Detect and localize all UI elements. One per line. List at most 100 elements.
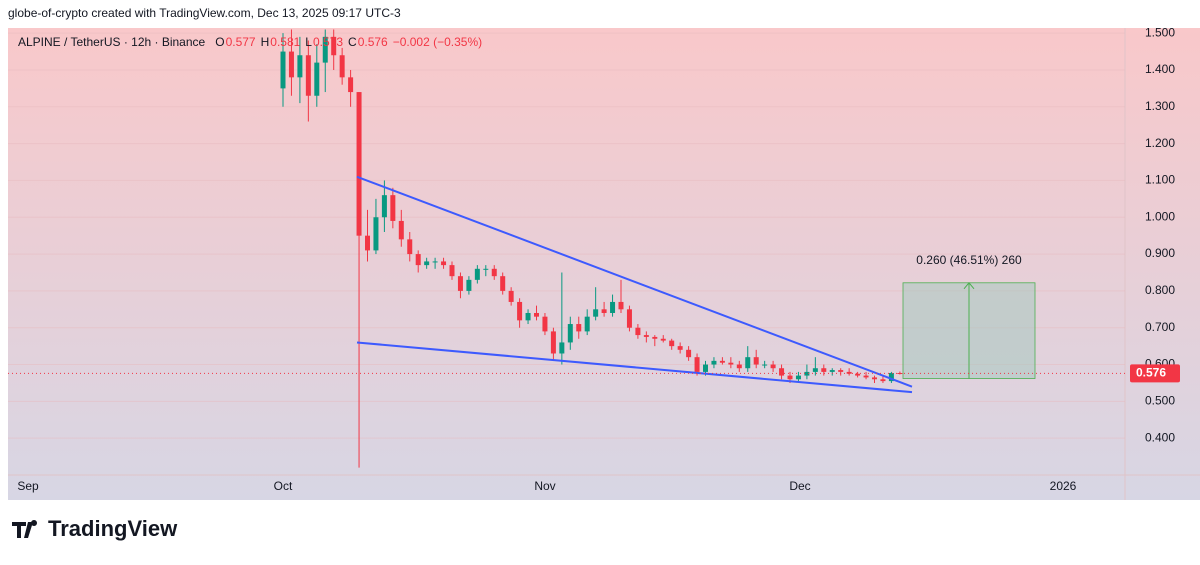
candle-body: [305, 55, 311, 96]
last-price-tag: [1130, 364, 1180, 383]
candle-body: [348, 77, 354, 93]
grid: 1.500 1.400 1.300 1.200 1.100 1.000 0.900 0.800…: [8, 25, 1175, 493]
candle-body: [584, 316, 590, 332]
candle-body: [483, 268, 489, 270]
candle-body: [694, 357, 700, 372]
measure-label: 0.260 (46.51%) 260: [916, 253, 1022, 267]
candle-body: [626, 309, 632, 328]
candle-body: [880, 379, 886, 382]
candle-body: [728, 362, 734, 365]
candle-body: [669, 340, 675, 347]
candle-body: [373, 217, 379, 251]
candle-body: [432, 261, 438, 263]
legend-value: 0.573: [313, 35, 343, 49]
candle-body: [593, 309, 599, 317]
candle-body: [441, 261, 447, 266]
legend-key: H: [261, 35, 270, 49]
candle-body: [762, 364, 768, 366]
candle-body: [331, 36, 337, 56]
trendline: [356, 175, 913, 388]
y-tick-label: 0.900: [1145, 246, 1175, 260]
y-tick-label: 0.700: [1145, 320, 1175, 334]
measure-arrow-head: [963, 282, 975, 290]
y-tick-label: 1.400: [1145, 62, 1175, 76]
candle-body: [711, 360, 717, 365]
plot: 0.260 (46.51%) 260 0.576: [8, 29, 1180, 468]
candle-body: [491, 268, 497, 277]
trendline: [356, 341, 913, 394]
candle-body: [365, 235, 370, 251]
candle-body: [500, 276, 506, 291]
brand: TradingView: [48, 516, 178, 541]
candle-body: [576, 324, 582, 332]
legend: ALPINE / TetherUS · 12h · Binance O 0.577 H…: [18, 35, 482, 49]
candle-body: [660, 338, 666, 341]
candle-body: [753, 357, 759, 365]
legend-value: 0.581: [270, 35, 300, 49]
y-tick-label: 1.500: [1145, 25, 1175, 39]
candle-body: [601, 309, 607, 313]
candle-body: [897, 373, 903, 375]
candle-body: [872, 377, 877, 380]
candle-body: [745, 357, 751, 369]
candle-body: [618, 301, 624, 310]
candle-body: [466, 279, 472, 291]
candle-body: [643, 335, 649, 337]
candle-body: [542, 316, 548, 332]
x-tick-label: Dec: [789, 479, 810, 493]
candle-body: [474, 268, 480, 280]
candle-body: [787, 375, 793, 380]
y-tick-label: 1.100: [1145, 173, 1175, 187]
candle-body: [525, 312, 531, 321]
candle-body: [297, 55, 303, 78]
candle-body: [288, 51, 294, 78]
candle-body: [610, 301, 616, 313]
candle-body: [846, 371, 852, 374]
y-tick-label: 0.500: [1145, 394, 1175, 408]
candle-body: [390, 195, 396, 221]
candle-body: [280, 51, 286, 89]
legend-key: C: [348, 35, 357, 49]
candle-body: [888, 373, 894, 382]
candle-body: [424, 261, 430, 266]
candle-body: [635, 327, 641, 336]
x-tick-label: Nov: [534, 479, 555, 493]
candle-body: [821, 368, 827, 372]
candle-body: [686, 349, 692, 358]
candle-body: [829, 370, 835, 372]
candle-body: [677, 346, 683, 350]
candle-body: [703, 364, 708, 372]
candle-body: [770, 364, 776, 369]
candle-body: [855, 373, 861, 376]
y-tick-label: 1.300: [1145, 99, 1175, 113]
candle-body: [457, 276, 463, 291]
candle-body: [381, 195, 387, 218]
candle-body: [838, 370, 844, 372]
candle-body: [407, 239, 413, 255]
legend-key: L: [305, 35, 312, 49]
candle-body: [736, 364, 742, 369]
legend-value: 0.577: [226, 35, 256, 49]
candle-body: [398, 220, 404, 240]
symbol: ALPINE / TetherUS · 12h · Binance: [18, 35, 206, 49]
candle-body: [356, 92, 362, 236]
legend-key: O: [215, 35, 224, 49]
candle-body: [550, 331, 556, 354]
footer-logo: TradingView: [12, 516, 178, 541]
legend-change: −0.002 (−0.35%): [393, 35, 482, 49]
candle-body: [339, 55, 345, 78]
candle-body: [559, 342, 565, 354]
candle-body: [567, 324, 573, 343]
candle-body: [719, 360, 725, 363]
y-tick-label: 0.800: [1145, 283, 1175, 297]
candle-body: [508, 290, 514, 302]
candle-body: [795, 375, 801, 380]
header-text: globe-of-crypto created with TradingView…: [8, 6, 401, 20]
x-tick-label: Sep: [17, 479, 39, 493]
x-tick-label: Oct: [274, 479, 293, 493]
candle-body: [415, 254, 421, 266]
candle-body: [652, 336, 658, 339]
y-tick-label: 0.400: [1145, 430, 1175, 444]
last-price-label: 0.576: [1136, 366, 1166, 380]
